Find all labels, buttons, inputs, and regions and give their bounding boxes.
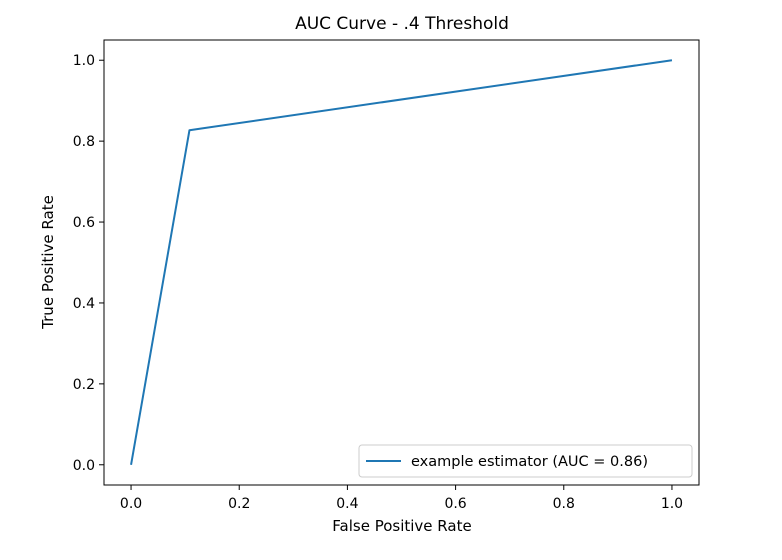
y-tick-label: 0.0 <box>73 458 95 474</box>
plot-area <box>130 59 673 465</box>
y-tick-label: 0.4 <box>73 296 95 312</box>
axes-frame <box>103 39 700 486</box>
x-tick-label: 0.6 <box>444 496 466 512</box>
legend-label: example estimator (AUC = 0.86) <box>411 454 648 470</box>
y-tick-label: 0.8 <box>73 134 95 150</box>
x-axis-ticks: 0.0 0.2 0.4 0.6 0.8 1.0 <box>120 485 683 512</box>
legend-box <box>358 444 693 478</box>
x-tick-label: 0.0 <box>120 496 142 512</box>
x-tick-label: 0.2 <box>228 496 250 512</box>
chart-title: AUC Curve - .4 Threshold <box>295 14 509 34</box>
x-tick-label: 1.0 <box>661 496 683 512</box>
x-tick-label: 0.4 <box>336 496 358 512</box>
y-axis-ticks: 0.0 0.2 0.4 0.6 0.8 1.0 <box>73 53 104 474</box>
x-axis-label: False Positive Rate <box>332 517 471 535</box>
roc-curve-line <box>130 59 673 465</box>
y-tick-label: 1.0 <box>73 53 95 69</box>
x-tick-label: 0.8 <box>553 496 575 512</box>
y-tick-label: 0.2 <box>73 377 95 393</box>
y-tick-label: 0.6 <box>73 215 95 231</box>
y-axis-label: True Positive Rate <box>39 195 57 330</box>
legend: example estimator (AUC = 0.86) <box>358 444 693 478</box>
